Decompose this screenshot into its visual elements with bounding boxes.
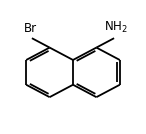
Text: Br: Br: [24, 22, 37, 35]
Text: NH$_2$: NH$_2$: [104, 20, 127, 35]
